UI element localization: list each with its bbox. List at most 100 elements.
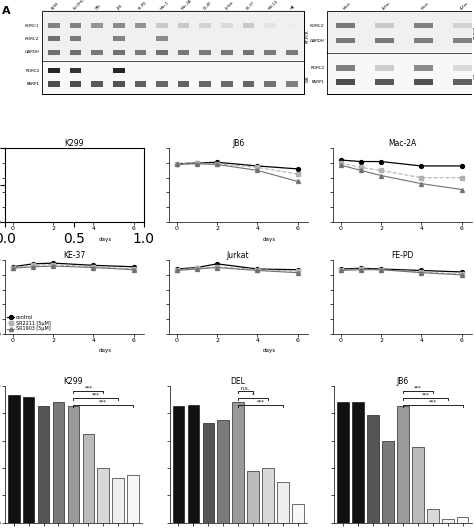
Bar [113, 81, 125, 87]
Bar [113, 50, 125, 54]
Text: FE-PD: FE-PD [137, 1, 148, 11]
Bar [243, 50, 255, 54]
Bar [113, 36, 125, 41]
Bar [42, 62, 303, 95]
Bar [442, 518, 454, 523]
Bar [8, 395, 19, 523]
Bar [42, 12, 303, 95]
Bar [337, 402, 349, 523]
Title: Jurkat: Jurkat [227, 251, 249, 260]
Bar [91, 81, 103, 87]
Bar [128, 475, 139, 523]
Text: Jurkat: Jurkat [224, 0, 235, 11]
Bar [42, 12, 303, 95]
Bar [48, 36, 60, 41]
Bar [135, 50, 146, 54]
Bar [286, 81, 298, 87]
Bar [232, 402, 244, 523]
Bar [200, 23, 211, 28]
Bar [70, 23, 81, 28]
Bar [48, 50, 60, 54]
Bar [327, 12, 472, 95]
Bar [367, 414, 379, 523]
Text: Mock: Mock [420, 1, 430, 11]
Bar [113, 68, 125, 73]
Text: ***: *** [429, 399, 437, 404]
Bar [48, 23, 60, 28]
Title: DEL: DEL [231, 376, 246, 386]
Bar [453, 80, 472, 85]
Bar [262, 468, 274, 523]
Legend: control, SR2211 [5μM], SR1903 [5μM]: control, SR2211 [5μM], SR1903 [5μM] [7, 315, 51, 332]
Bar [327, 54, 472, 95]
Bar [453, 65, 472, 71]
Bar [375, 23, 394, 28]
Text: RORC2: RORC2 [310, 66, 325, 70]
Text: days: days [99, 348, 112, 354]
Text: Mock: Mock [343, 1, 352, 11]
Bar [42, 10, 303, 60]
Bar [112, 477, 124, 523]
Text: HB: HB [289, 4, 296, 11]
Text: ***: *** [414, 385, 422, 391]
Bar [91, 23, 103, 28]
Text: RORC2: RORC2 [310, 24, 325, 27]
Text: days: days [263, 348, 276, 354]
Bar [200, 50, 211, 54]
Text: GAPDH: GAPDH [310, 39, 325, 43]
Bar [82, 433, 94, 523]
Text: ***: *** [84, 385, 92, 391]
Title: Mac-2A: Mac-2A [388, 139, 416, 148]
Title: JB6: JB6 [397, 376, 409, 386]
Bar [91, 50, 103, 54]
Bar [218, 420, 229, 523]
Text: Mol-14: Mol-14 [267, 0, 279, 11]
Bar [412, 447, 424, 523]
Bar [135, 23, 146, 28]
Bar [113, 23, 125, 28]
Bar [336, 80, 355, 85]
Bar [156, 23, 168, 28]
Text: DEL: DEL [94, 3, 102, 11]
Bar [453, 38, 472, 43]
Bar [457, 517, 468, 523]
Bar [292, 504, 304, 523]
Bar [156, 50, 168, 54]
Bar [375, 65, 394, 71]
Bar [135, 81, 146, 87]
Text: days: days [263, 237, 276, 242]
Bar [264, 50, 276, 54]
Bar [382, 440, 394, 523]
Bar [70, 50, 81, 54]
Bar [277, 482, 289, 523]
Bar [48, 81, 60, 87]
Bar [178, 50, 190, 54]
Bar [243, 23, 255, 28]
Bar [414, 23, 433, 28]
Bar [202, 423, 214, 523]
Bar [38, 407, 49, 523]
Bar [221, 50, 233, 54]
Bar [375, 38, 394, 43]
Bar [327, 12, 472, 95]
Title: JB6: JB6 [232, 139, 244, 148]
Bar [336, 65, 355, 71]
Bar [286, 50, 298, 54]
Text: Mac-2A: Mac-2A [181, 0, 193, 11]
Title: K299: K299 [64, 139, 84, 148]
Bar [68, 407, 79, 523]
Bar [243, 81, 255, 87]
Text: Mac-1: Mac-1 [159, 0, 170, 11]
Bar [70, 81, 81, 87]
Bar [427, 509, 438, 523]
Title: KE-37: KE-37 [63, 251, 85, 260]
Text: days: days [99, 237, 112, 242]
Text: DL-40: DL-40 [202, 1, 213, 11]
Bar [327, 12, 472, 52]
Text: A: A [2, 6, 11, 16]
Bar [264, 81, 276, 87]
Bar [336, 38, 355, 43]
Text: SU-DHL-1: SU-DHL-1 [73, 0, 88, 11]
Text: JB6: JB6 [116, 4, 123, 11]
Bar [48, 68, 60, 73]
